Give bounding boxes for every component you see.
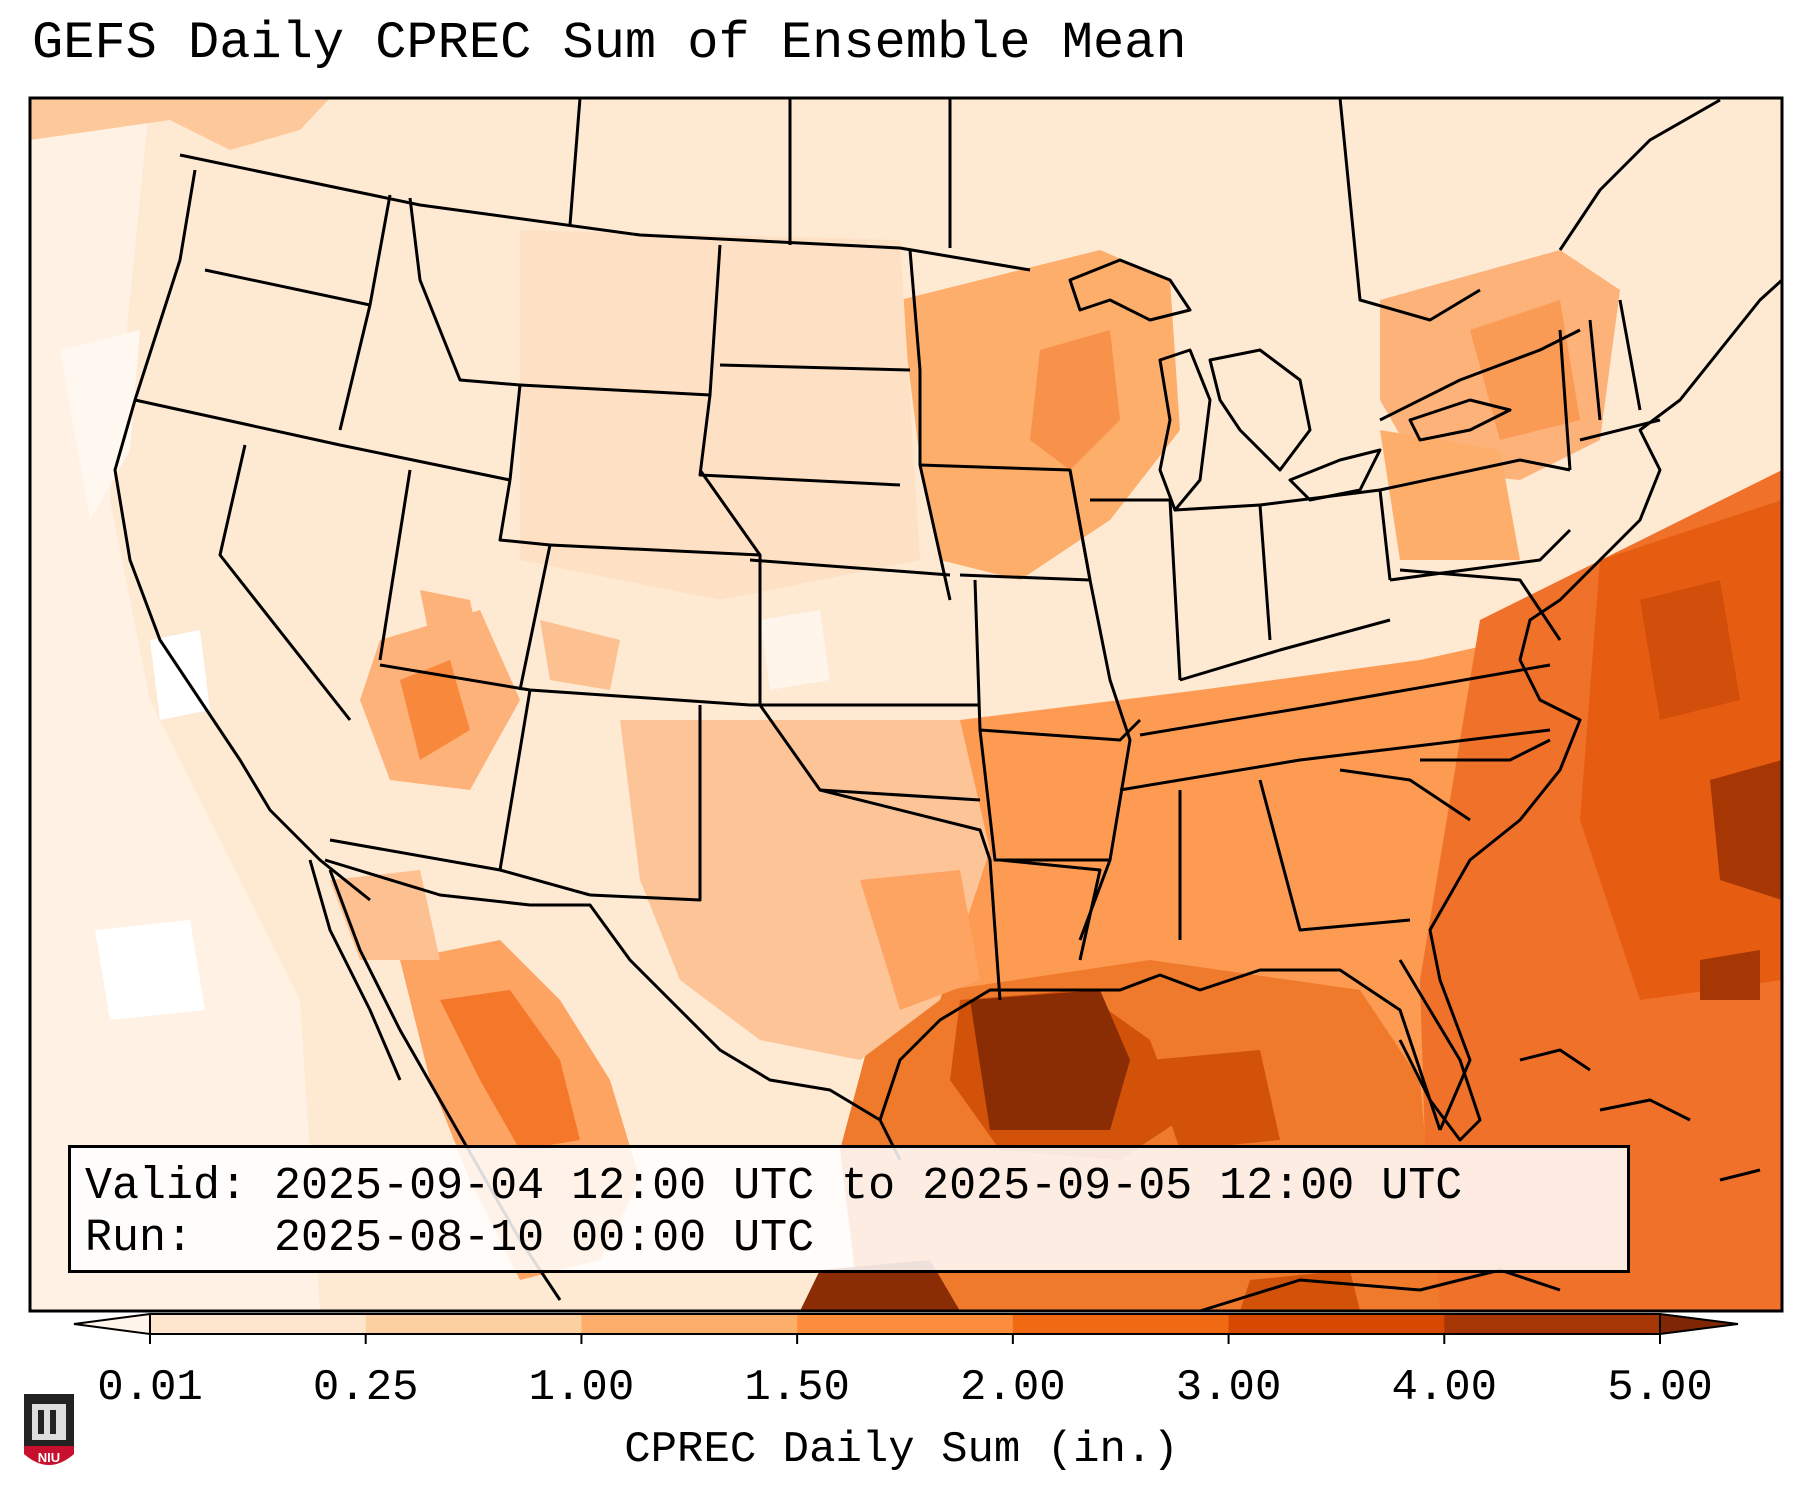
colorbar-tick-label: 2.00 bbox=[960, 1363, 1066, 1413]
run-label: Run: bbox=[85, 1213, 194, 1264]
colorbar-tick-label: 1.50 bbox=[744, 1363, 850, 1413]
map-title: GEFS Daily CPREC Sum of Ensemble Mean bbox=[32, 14, 1187, 73]
valid-run-info-box: Valid: 2025-09-04 12:00 UTC to 2025-09-0… bbox=[68, 1145, 1630, 1273]
map-frame bbox=[28, 96, 1784, 1313]
logo-text: NIU bbox=[38, 1450, 60, 1465]
colorbar bbox=[73, 1312, 1739, 1344]
colorbar-segment bbox=[581, 1314, 798, 1334]
colorbar-segment bbox=[365, 1314, 582, 1334]
colorbar-segment bbox=[1228, 1314, 1445, 1334]
niu-logo: NIU bbox=[24, 1394, 74, 1465]
colorbar-segment bbox=[797, 1314, 1014, 1334]
colorbar-tick-label: 0.01 bbox=[97, 1363, 203, 1413]
colorbar-segment bbox=[150, 1314, 367, 1334]
colorbar-tick-label: 3.00 bbox=[1175, 1363, 1282, 1413]
colorbar-tick-label: 4.00 bbox=[1391, 1363, 1498, 1413]
valid-value: 2025-09-04 12:00 UTC to 2025-09-05 12:00… bbox=[274, 1161, 1463, 1212]
run-line: Run: 2025-08-10 00:00 UTC bbox=[85, 1216, 814, 1261]
colorbar-tick-label: 0.25 bbox=[312, 1363, 419, 1413]
colorbar-segment bbox=[1444, 1314, 1661, 1334]
colorbar-label: CPREC Daily Sum (in.) bbox=[624, 1425, 1179, 1475]
valid-line: Valid: 2025-09-04 12:00 UTC to 2025-09-0… bbox=[85, 1164, 1462, 1209]
colorbar-tick-label: 1.00 bbox=[528, 1363, 635, 1413]
colorbar-tick-label: 5.00 bbox=[1607, 1363, 1713, 1413]
valid-label: Valid: bbox=[85, 1161, 248, 1212]
state-boundaries bbox=[113, 97, 1784, 1313]
run-value: 2025-08-10 00:00 UTC bbox=[274, 1213, 815, 1264]
colorbar-segment bbox=[1012, 1314, 1230, 1334]
